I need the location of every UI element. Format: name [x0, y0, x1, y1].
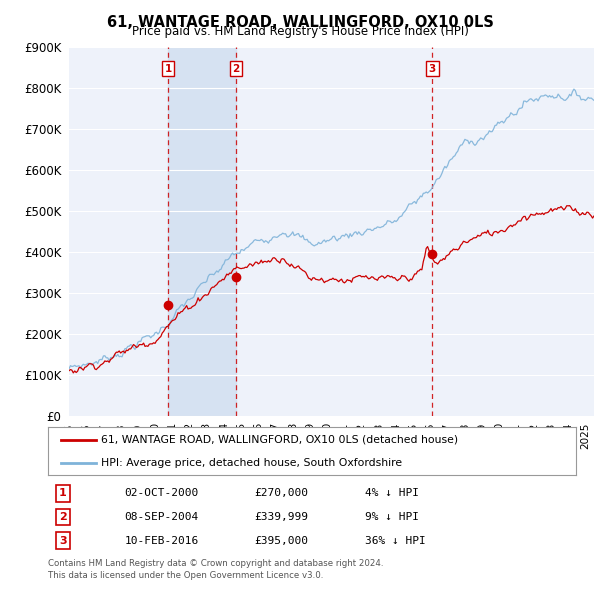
Text: £395,000: £395,000	[254, 536, 308, 546]
Text: 1: 1	[164, 64, 172, 74]
Text: 9% ↓ HPI: 9% ↓ HPI	[365, 512, 419, 522]
Text: Contains HM Land Registry data © Crown copyright and database right 2024.: Contains HM Land Registry data © Crown c…	[48, 559, 383, 568]
Text: 61, WANTAGE ROAD, WALLINGFORD, OX10 0LS (detached house): 61, WANTAGE ROAD, WALLINGFORD, OX10 0LS …	[101, 435, 458, 445]
Text: 36% ↓ HPI: 36% ↓ HPI	[365, 536, 425, 546]
Text: HPI: Average price, detached house, South Oxfordshire: HPI: Average price, detached house, Sout…	[101, 458, 402, 468]
Text: 3: 3	[429, 64, 436, 74]
Text: £270,000: £270,000	[254, 489, 308, 498]
Text: 02-OCT-2000: 02-OCT-2000	[125, 489, 199, 498]
Text: 4% ↓ HPI: 4% ↓ HPI	[365, 489, 419, 498]
Text: 3: 3	[59, 536, 67, 546]
Text: £339,999: £339,999	[254, 512, 308, 522]
Text: 1: 1	[59, 489, 67, 498]
Bar	[168, 47, 236, 416]
Text: 2: 2	[232, 64, 239, 74]
Text: This data is licensed under the Open Government Licence v3.0.: This data is licensed under the Open Gov…	[48, 571, 323, 579]
Text: 2: 2	[59, 512, 67, 522]
Text: 08-SEP-2004: 08-SEP-2004	[125, 512, 199, 522]
Text: 10-FEB-2016: 10-FEB-2016	[125, 536, 199, 546]
Text: 61, WANTAGE ROAD, WALLINGFORD, OX10 0LS: 61, WANTAGE ROAD, WALLINGFORD, OX10 0LS	[107, 15, 493, 30]
Text: Price paid vs. HM Land Registry's House Price Index (HPI): Price paid vs. HM Land Registry's House …	[131, 25, 469, 38]
